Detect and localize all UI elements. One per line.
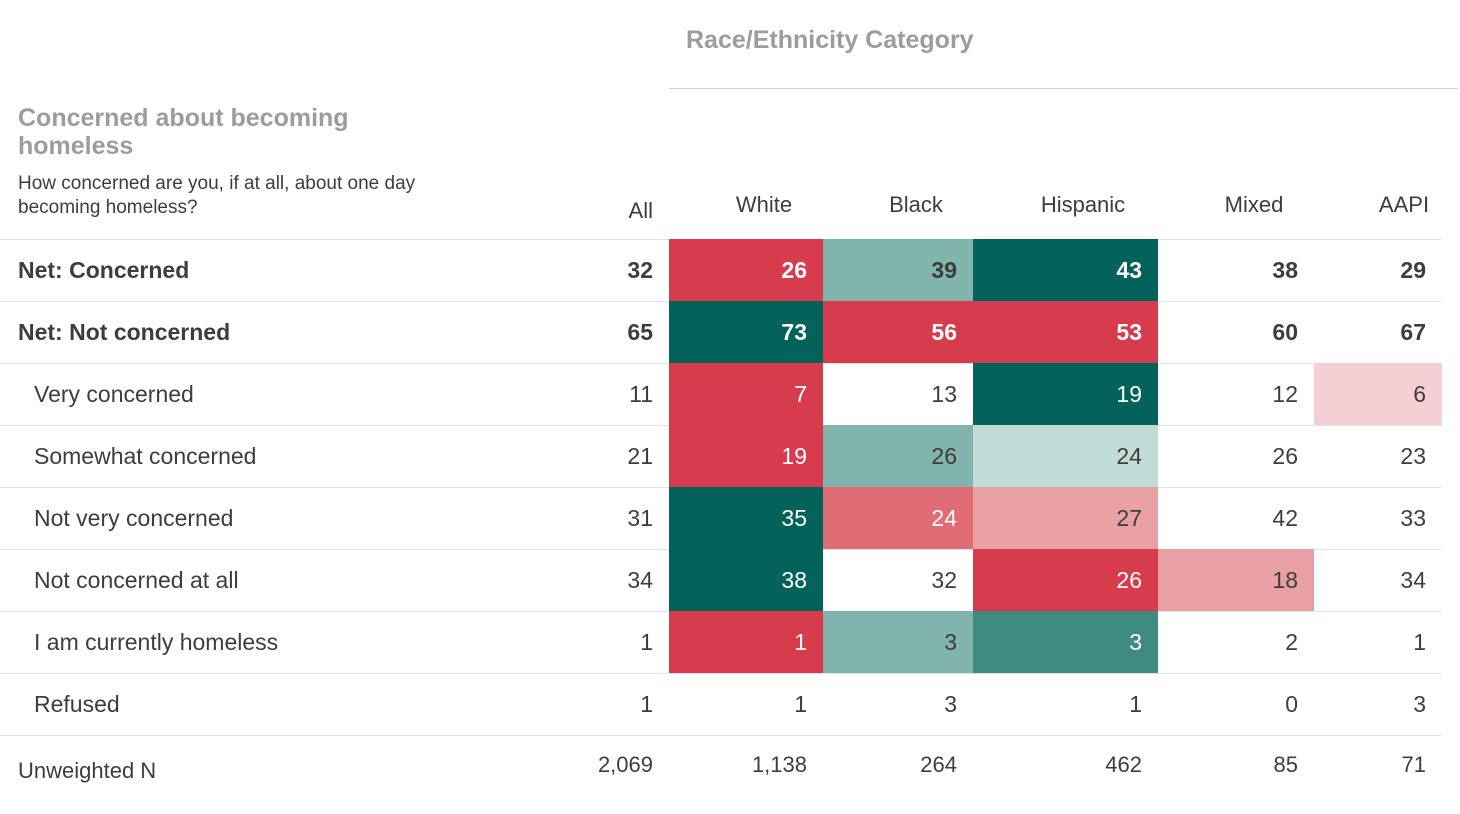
table-row: Somewhat concerned 21 19 26 24 26 23 <box>0 425 1442 487</box>
cell-aapi: 34 <box>1400 567 1426 593</box>
table-row: Not very concerned 31 35 24 27 42 33 <box>0 487 1442 549</box>
column-header-all: All <box>628 198 653 223</box>
cell-aapi: 67 <box>1400 319 1426 345</box>
cell-hispanic: 26 <box>973 549 1158 611</box>
cell-black: 32 <box>931 567 957 593</box>
question-title: Concerned about becoming homeless <box>18 104 349 160</box>
cell-mixed: 38 <box>1272 257 1298 283</box>
cell-hispanic: 19 <box>973 363 1158 425</box>
cell-hispanic: 27 <box>973 487 1158 549</box>
column-header-hispanic: Hispanic <box>1040 192 1126 217</box>
column-header-mixed: Mixed <box>1224 192 1284 217</box>
footer-label: Unweighted N <box>18 758 157 783</box>
cell-aapi: 1 <box>1413 629 1426 655</box>
cell-hispanic: 53 <box>973 301 1158 363</box>
footer-n-mixed: 85 <box>1273 752 1298 777</box>
column-header-black: Black <box>889 192 943 217</box>
cell-all: 34 <box>627 567 653 593</box>
cell-mixed: 12 <box>1272 381 1298 407</box>
cell-white: 7 <box>669 363 823 425</box>
cell-aapi: 6 <box>1314 363 1442 425</box>
cell-black: 13 <box>931 381 957 407</box>
footer-n-white: 1,138 <box>751 752 807 777</box>
row-divider <box>0 673 1442 674</box>
row-label: Very concerned <box>34 381 194 407</box>
table-row: Net: Concerned 32 26 39 43 38 29 <box>0 239 1442 301</box>
column-header-aapi: AAPI <box>1378 192 1430 217</box>
table-row: Refused 1 1 3 1 0 3 <box>0 673 1442 735</box>
cell-all: 31 <box>627 505 653 531</box>
cell-all: 1 <box>640 629 653 655</box>
table-row: Very concerned 11 7 13 19 12 6 <box>0 363 1442 425</box>
cell-mixed: 0 <box>1285 691 1298 717</box>
cell-black: 24 <box>823 487 973 549</box>
row-label: Refused <box>34 691 120 717</box>
cell-aapi: 3 <box>1413 691 1426 717</box>
cell-all: 21 <box>627 443 653 469</box>
row-label: Net: Not concerned <box>18 319 231 345</box>
table-row: Not concerned at all 34 38 32 26 18 34 <box>0 549 1442 611</box>
cell-black: 3 <box>823 611 973 673</box>
cell-aapi: 33 <box>1400 505 1426 531</box>
row-label: Not concerned at all <box>34 567 239 593</box>
cell-aapi: 23 <box>1400 443 1426 469</box>
cell-white: 19 <box>669 425 823 487</box>
cell-white: 1 <box>794 691 807 717</box>
cell-white: 35 <box>669 487 823 549</box>
footer-n-aapi: 71 <box>1401 752 1426 777</box>
row-label: I am currently homeless <box>34 629 279 655</box>
column-header-white: White <box>735 192 793 217</box>
cell-hispanic: 3 <box>973 611 1158 673</box>
cell-all: 32 <box>627 257 653 283</box>
footer-n-hispanic: 462 <box>1105 752 1142 777</box>
cell-hispanic: 24 <box>973 425 1158 487</box>
cell-aapi: 29 <box>1400 257 1426 283</box>
cell-black: 26 <box>823 425 973 487</box>
footer-n-black: 264 <box>920 752 957 777</box>
cell-hispanic: 43 <box>973 239 1158 301</box>
cell-all: 1 <box>640 691 653 717</box>
table-row: Net: Not concerned 65 73 56 53 60 67 <box>0 301 1442 363</box>
cell-black: 56 <box>823 301 973 363</box>
cell-white: 26 <box>669 239 823 301</box>
row-label: Not very concerned <box>34 505 234 531</box>
cell-white: 38 <box>669 549 823 611</box>
cell-white: 73 <box>669 301 823 363</box>
cell-mixed: 2 <box>1285 629 1298 655</box>
group-title: Race/Ethnicity Category <box>686 26 974 54</box>
cell-all: 65 <box>627 319 653 345</box>
cell-black: 39 <box>823 239 973 301</box>
table-row: I am currently homeless 1 1 3 3 2 1 <box>0 611 1442 673</box>
row-label: Net: Concerned <box>18 257 190 283</box>
row-label: Somewhat concerned <box>34 443 257 469</box>
row-divider <box>0 735 1442 736</box>
footer-n-all: 2,069 <box>597 752 653 777</box>
cell-mixed: 60 <box>1272 319 1298 345</box>
cell-mixed: 18 <box>1158 549 1314 611</box>
question-text: How concerned are you, if at all, about … <box>18 173 416 218</box>
cell-all: 11 <box>629 381 653 407</box>
cell-black: 3 <box>944 691 957 717</box>
cell-mixed: 26 <box>1272 443 1298 469</box>
cell-white: 1 <box>669 611 823 673</box>
group-divider <box>669 88 1458 89</box>
cell-mixed: 42 <box>1272 505 1298 531</box>
cell-hispanic: 1 <box>1129 691 1142 717</box>
